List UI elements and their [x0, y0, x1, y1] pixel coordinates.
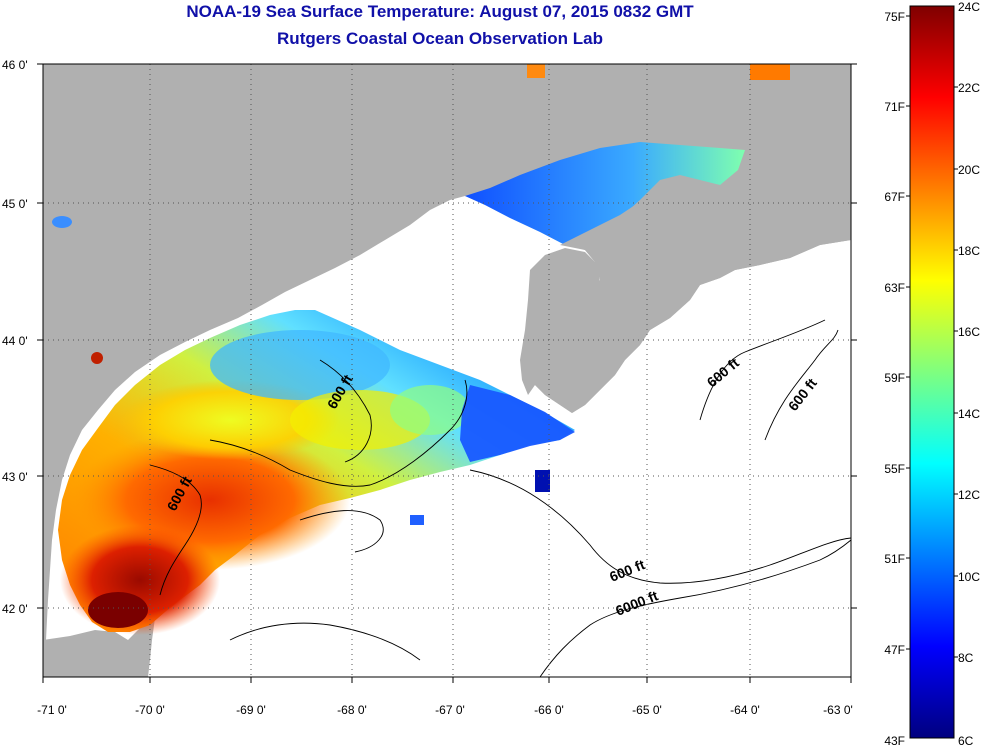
- c-label-9: 6C: [958, 734, 974, 748]
- c-label-1: 22C: [958, 81, 980, 95]
- colorbar-celsius-labels: 24C 22C 20C 18C 16C 14C 12C 10C 8C 6C: [958, 0, 980, 748]
- sst-yellow-band: [120, 380, 340, 460]
- sst-deep-blue-patch: [535, 470, 550, 492]
- lon-label-2: -69 0': [236, 703, 266, 717]
- plot-area: 600 ft 600 ft 600 ft 600 ft 600 ft 6000 …: [43, 64, 851, 677]
- nova-scotia: [520, 248, 600, 395]
- f-label-3: 63F: [884, 281, 905, 295]
- c-label-3: 18C: [958, 244, 980, 258]
- f-label-2: 67F: [884, 190, 905, 204]
- sst-hot-spot-cape-cod-bay: [88, 592, 148, 628]
- c-label-4: 16C: [958, 325, 980, 339]
- contour-georges: [299, 510, 384, 553]
- sst-top-right-patch: [750, 64, 790, 80]
- c-label-8: 8C: [958, 651, 974, 665]
- contour-600ft-ne2: [764, 329, 839, 441]
- cape-cod: [43, 612, 155, 677]
- c-label-6: 12C: [958, 488, 980, 502]
- c-label-0: 24C: [958, 0, 980, 14]
- contour-6000ft: [539, 539, 851, 677]
- lon-label-5: -66 0': [534, 703, 564, 717]
- nova-scotia-overlap-fix: [530, 180, 851, 413]
- colorbar-fahrenheit-labels: 75F 71F 67F 63F 59F 55F 51F 47F 43F: [884, 10, 905, 748]
- f-label-0: 75F: [884, 10, 905, 24]
- lon-labels: -71 0' -70 0' -69 0' -68 0' -67 0' -66 0…: [37, 703, 853, 717]
- c-label-5: 14C: [958, 407, 980, 421]
- sst-blue-edge: [460, 385, 575, 462]
- colorbar: 75F 71F 67F 63F 59F 55F 51F 47F 43F 24C …: [884, 0, 980, 748]
- contour-inner-basin: [319, 359, 372, 463]
- f-label-5: 55F: [884, 462, 905, 476]
- colorbar-scale: [909, 5, 955, 739]
- contour-south: [229, 622, 421, 661]
- sst-cool-patch: [210, 330, 390, 400]
- title-line-2: Rutgers Coastal Ocean Observation Lab: [277, 29, 603, 48]
- contour-600ft-ne: [699, 319, 826, 421]
- sst-pixel-45: [52, 216, 72, 228]
- lon-label-7: -64 0': [730, 703, 760, 717]
- graticule: [43, 64, 851, 677]
- f-label-1: 71F: [884, 100, 905, 114]
- sst-top-small-patch: [527, 64, 545, 78]
- sst-small-patch: [410, 515, 424, 525]
- lat-label-0: 46 0': [2, 58, 28, 72]
- contour-600ft-east: [469, 469, 851, 584]
- lon-label-8: -63 0': [823, 703, 853, 717]
- lon-label-3: -68 0': [337, 703, 367, 717]
- lat-labels: 46 0' 45 0' 44 0' 43 0' 42 0': [2, 58, 28, 616]
- c-label-7: 10C: [958, 570, 980, 584]
- lat-label-1: 45 0': [2, 197, 28, 211]
- f-label-4: 59F: [884, 371, 905, 385]
- title-line-1: NOAA-19 Sea Surface Temperature: August …: [186, 2, 694, 21]
- lon-label-0: -71 0': [37, 703, 67, 717]
- plot-frame: [42, 63, 852, 678]
- lat-label-4: 42 0': [2, 602, 28, 616]
- axis-ticks: [37, 63, 857, 683]
- lon-label-6: -65 0': [632, 703, 662, 717]
- lon-label-1: -70 0': [135, 703, 165, 717]
- sst-pixel-red: [91, 352, 103, 364]
- sst-green-center: [390, 385, 470, 435]
- colorbar-ticks: [906, 15, 958, 658]
- f-label-6: 51F: [884, 552, 905, 566]
- lat-label-2: 44 0': [2, 334, 28, 348]
- c-label-2: 20C: [958, 163, 980, 177]
- lat-label-3: 43 0': [2, 470, 28, 484]
- f-label-8: 43F: [884, 734, 905, 748]
- f-label-7: 47F: [884, 643, 905, 657]
- contour-600ft-center: [209, 379, 468, 487]
- lon-label-4: -67 0': [435, 703, 465, 717]
- sst-swath-bay-of-fundy: [465, 142, 745, 245]
